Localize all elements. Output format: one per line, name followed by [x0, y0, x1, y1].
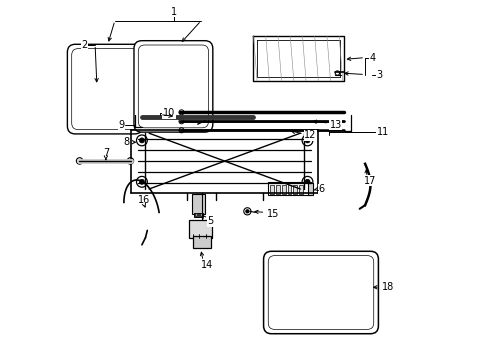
- Text: 6: 6: [318, 184, 325, 194]
- Bar: [192, 194, 204, 214]
- Text: 14: 14: [200, 260, 212, 270]
- Bar: [193, 236, 211, 248]
- Bar: [200, 213, 202, 216]
- Text: 12: 12: [304, 130, 316, 140]
- Text: 10: 10: [163, 108, 175, 118]
- Text: 3: 3: [376, 69, 382, 80]
- Text: 2: 2: [81, 40, 87, 50]
- FancyBboxPatch shape: [263, 251, 378, 334]
- Text: 4: 4: [368, 53, 375, 63]
- Text: 15: 15: [266, 209, 279, 219]
- Text: 9: 9: [118, 120, 124, 130]
- Bar: [267, 182, 310, 195]
- Bar: [307, 183, 312, 195]
- Bar: [287, 185, 291, 194]
- Bar: [276, 185, 279, 194]
- Text: 5: 5: [207, 216, 213, 226]
- Text: 8: 8: [123, 137, 129, 147]
- Bar: [299, 185, 302, 194]
- Text: 18: 18: [381, 282, 393, 292]
- Circle shape: [305, 138, 309, 143]
- Circle shape: [139, 179, 144, 184]
- Text: 17: 17: [363, 176, 375, 186]
- Text: 13: 13: [329, 120, 341, 130]
- Circle shape: [305, 179, 309, 184]
- Text: 11: 11: [376, 127, 388, 137]
- Circle shape: [245, 210, 248, 213]
- Bar: [195, 213, 197, 216]
- FancyBboxPatch shape: [67, 44, 142, 134]
- Bar: [194, 213, 203, 217]
- Bar: [293, 185, 296, 194]
- Bar: [270, 185, 273, 194]
- Circle shape: [139, 138, 144, 143]
- Text: 1: 1: [171, 6, 177, 17]
- Bar: [188, 220, 212, 238]
- Text: 7: 7: [102, 148, 109, 158]
- Bar: [282, 185, 285, 194]
- Text: 16: 16: [137, 195, 149, 205]
- Bar: [197, 213, 199, 216]
- FancyBboxPatch shape: [134, 41, 212, 132]
